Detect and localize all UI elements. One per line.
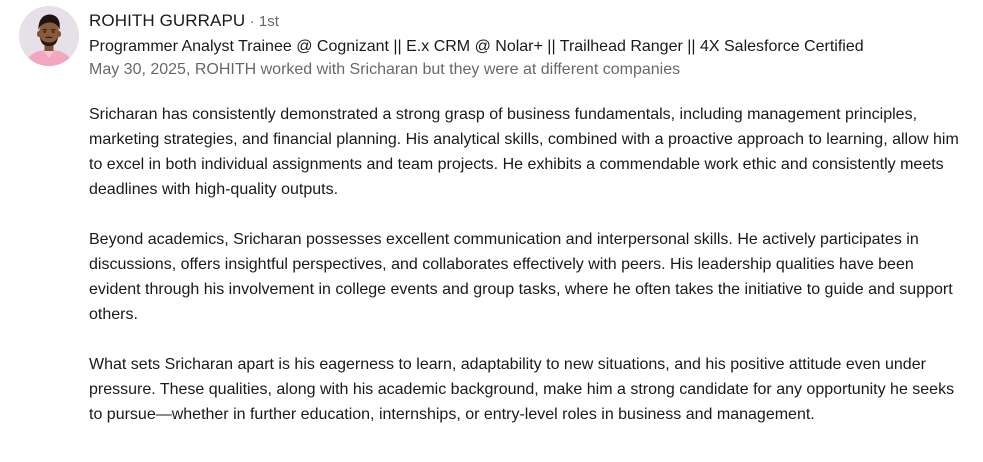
recommendation-paragraph: What sets Sricharan apart is his eagerne… [89, 356, 955, 423]
recommendation-paragraph: Beyond academics, Sricharan possesses ex… [89, 231, 953, 323]
recommender-name[interactable]: ROHITH GURRAPU [89, 11, 246, 30]
degree-separator: · [249, 13, 259, 30]
recommendation-paragraph: Sricharan has consistently demonstrated … [89, 106, 959, 198]
recommendation-text: Sricharan has consistently demonstrated … [89, 102, 969, 427]
recommendation-meta: May 30, 2025, ROHITH worked with Srichar… [89, 61, 681, 78]
recommender-headline: Programmer Analyst Trainee @ Cognizant |… [89, 38, 864, 55]
avatar[interactable] [19, 6, 79, 66]
name-row: ROHITH GURRAPU · 1st [89, 10, 969, 32]
connection-degree-badge: 1st [258, 13, 279, 30]
recommender-header: ROHITH GURRAPU · 1st Programmer Analyst … [89, 10, 969, 80]
profile-photo-icon [19, 6, 79, 66]
